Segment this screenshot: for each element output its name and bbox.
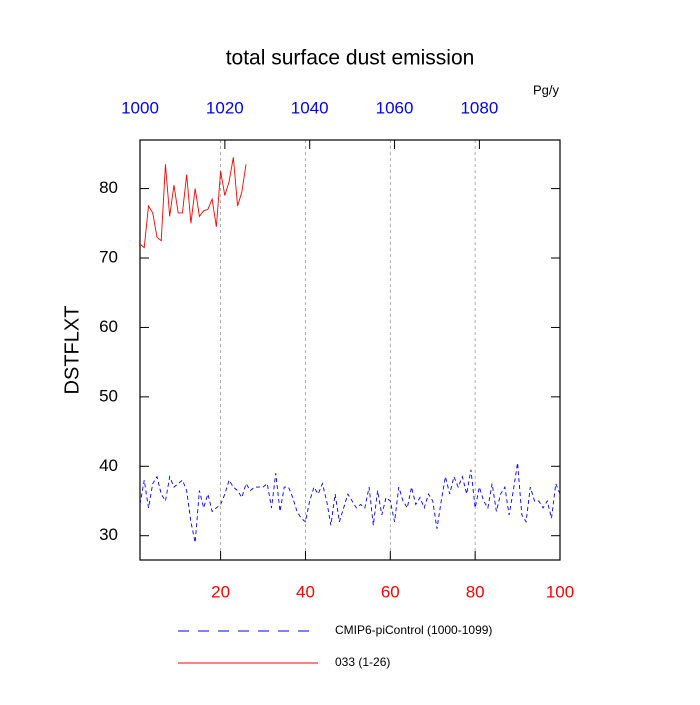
y-tick-label: 30 [99, 525, 118, 544]
x2-tick-label: 1080 [460, 98, 498, 117]
x2-tick-label: 1020 [206, 98, 244, 117]
y-axis-label: DSTFLXT [61, 306, 83, 395]
chart-title: total surface dust emission [226, 47, 475, 70]
plot-frame [139, 139, 561, 561]
legend-label: CMIP6-piControl (1000-1099) [335, 623, 492, 637]
x-tick-label: 80 [466, 582, 485, 601]
y-tick-label: 50 [99, 386, 118, 405]
x-tick-label: 20 [211, 582, 230, 601]
x-tick-label: 100 [546, 582, 574, 601]
x-tick-label: 60 [381, 582, 400, 601]
y-tick-label: 40 [99, 456, 118, 475]
data-line [139, 157, 247, 249]
y-tick-label: 60 [99, 317, 118, 336]
x-tick-label: 40 [296, 582, 315, 601]
x2-tick-label: 1040 [291, 98, 329, 117]
x2-tick-label: 1060 [376, 98, 414, 117]
x2-tick-label: 1000 [121, 98, 159, 117]
legend-label: 033 (1-26) [335, 655, 390, 669]
y-tick-label: 80 [99, 178, 118, 197]
y-tick-label: 70 [99, 248, 118, 267]
data-line [139, 462, 561, 543]
units-label: Pg/y [533, 82, 560, 97]
